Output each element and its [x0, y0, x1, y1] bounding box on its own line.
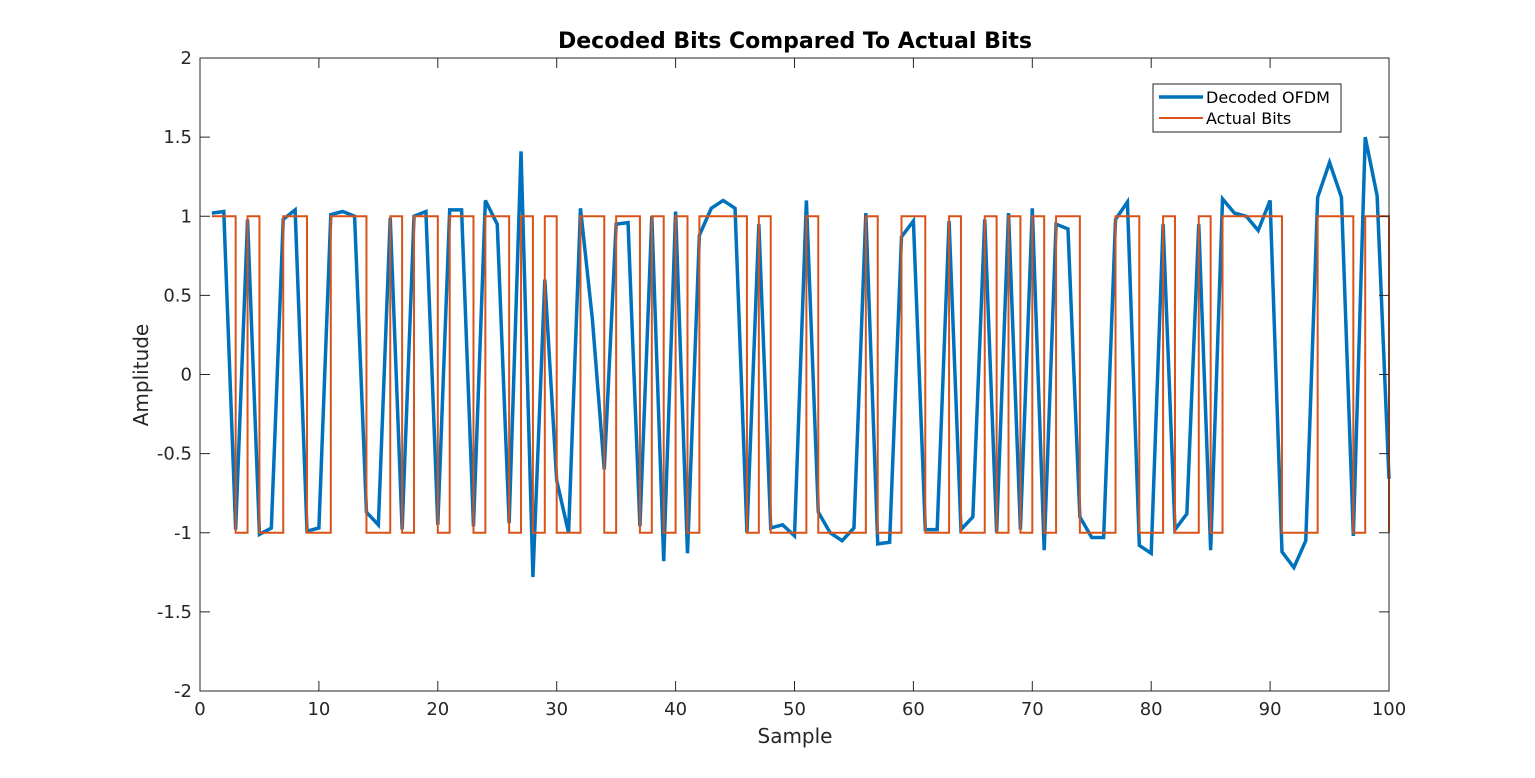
x-tick-label: 50	[783, 699, 806, 720]
legend-label-actual-bits: Actual Bits	[1206, 109, 1291, 128]
y-tick-label: -0.5	[157, 444, 192, 465]
x-tick-label: 60	[902, 699, 925, 720]
series-line-actual-bits	[211, 215, 1390, 534]
legend-box	[1152, 83, 1342, 133]
x-tick-label: 30	[545, 699, 568, 720]
y-tick-label: 1	[181, 206, 192, 227]
y-axis-label: Amplitude	[129, 324, 153, 427]
x-tick-label: 0	[194, 699, 205, 720]
x-tick-label: 40	[664, 699, 687, 720]
x-tick-label: 70	[1021, 699, 1044, 720]
tick-layer: 0 10 20 30 40 50 60 70 80 90 100 -2 -1.5 -1 -0.5 0 0.5 1 1…	[157, 48, 1406, 720]
plot-area	[200, 58, 1389, 691]
x-tick-label: 80	[1140, 699, 1163, 720]
chart-title: Decoded Bits Compared To Actual Bits	[558, 29, 1032, 54]
legend: Decoded OFDM Actual Bits	[1152, 83, 1342, 133]
series-layer	[211, 136, 1391, 578]
x-tick-label: 90	[1259, 699, 1282, 720]
x-tick-label: 20	[426, 699, 449, 720]
y-tick-label: 1.5	[163, 127, 192, 148]
x-axis-label: Sample	[758, 724, 833, 748]
y-tick-label: 0	[181, 365, 192, 386]
y-tick-label: 0.5	[163, 285, 192, 306]
legend-label-decoded-ofdm: Decoded OFDM	[1206, 88, 1330, 107]
y-tick-label: -1	[174, 523, 192, 544]
y-tick-label: 2	[181, 48, 192, 69]
y-tick-label: -2	[174, 681, 192, 702]
x-tick-label: 100	[1372, 699, 1406, 720]
y-tick-label: -1.5	[157, 602, 192, 623]
series-line-decoded-ofdm	[211, 136, 1391, 578]
x-tick-label: 10	[307, 699, 330, 720]
